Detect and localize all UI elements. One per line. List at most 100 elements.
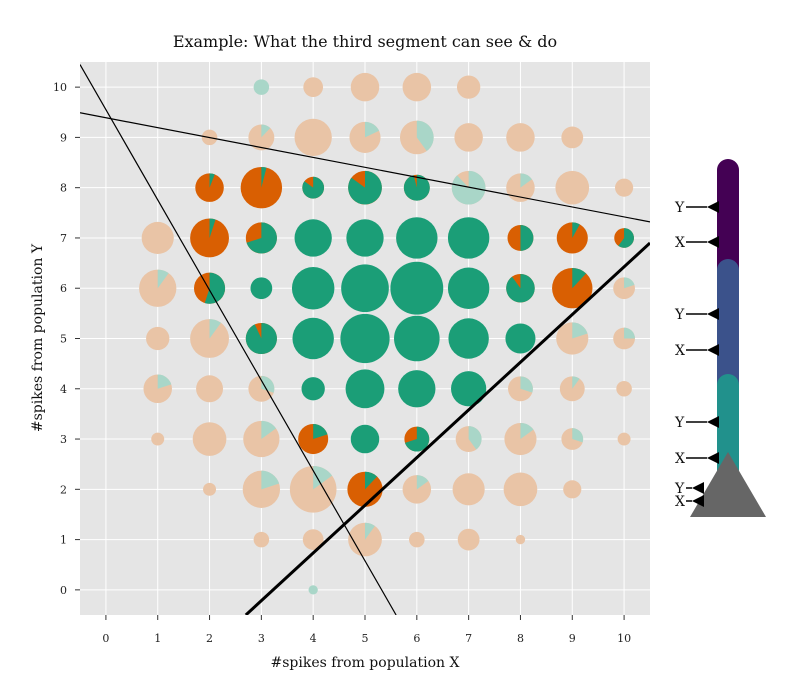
pie-point <box>505 323 536 354</box>
pie-slice-teal <box>468 426 482 450</box>
pie-point <box>350 424 380 454</box>
pie-point <box>390 261 444 315</box>
pie-point <box>347 471 383 507</box>
pie-slice-orange <box>615 178 634 197</box>
boundary-line <box>80 112 650 223</box>
synapse-label: X <box>675 235 685 251</box>
pie-slice-teal <box>313 466 333 490</box>
pie-slice-teal <box>294 219 332 257</box>
pie-slice-teal <box>348 170 382 205</box>
synapse-input: X <box>675 451 719 467</box>
pie-slice-teal <box>624 327 635 339</box>
pie-slice-orange <box>192 422 227 456</box>
synapse-input: Y <box>674 415 719 431</box>
pie-slice-teal <box>624 277 635 289</box>
pie-point <box>294 118 332 157</box>
pie-point <box>561 126 584 149</box>
synapse-arrowhead <box>707 236 719 248</box>
pie-point <box>302 529 324 550</box>
x-tick-label: 5 <box>362 632 369 645</box>
pie-point <box>340 313 390 364</box>
pie-slice-teal <box>246 222 277 254</box>
pie-slice-teal <box>301 377 325 401</box>
synapse-arrowhead <box>707 416 719 428</box>
pie-slice-orange <box>402 72 432 102</box>
synapse-arrowhead <box>707 344 719 356</box>
pie-point <box>613 277 635 300</box>
pie-slice-teal <box>572 268 587 289</box>
synapse-arrowhead <box>692 482 704 494</box>
synapse-input: X <box>675 343 719 359</box>
pie-slice-teal <box>505 323 536 354</box>
chart-title: Example: What the third segment can see … <box>173 32 557 51</box>
pie-point <box>454 123 483 152</box>
pie-point <box>508 376 533 402</box>
pie-point <box>190 218 229 258</box>
synapse-label: Y <box>674 200 685 216</box>
pie-slice-teal <box>506 273 535 303</box>
pie-slice-teal <box>520 225 534 251</box>
pie-point <box>561 428 584 450</box>
pie-slice-orange <box>303 77 324 97</box>
pie-slice-orange <box>146 326 170 351</box>
pie-point <box>248 375 275 402</box>
pie-point <box>447 267 490 309</box>
synapse-input: Y <box>674 200 719 216</box>
pie-slice-teal <box>157 269 169 289</box>
pie-slice-teal <box>261 420 277 440</box>
x-tick-label: 9 <box>569 632 576 645</box>
pie-point <box>451 371 487 407</box>
y-tick-label: 9 <box>60 131 67 144</box>
pie-slice-teal <box>365 522 375 540</box>
x-axis-ticks: 0 1 2 3 4 5 6 7 8 9 10 <box>102 615 631 645</box>
pie-slice-teal <box>308 585 318 595</box>
pie-slice-orange <box>515 534 526 545</box>
pie-slice-teal <box>340 313 390 364</box>
pie-slice-orange <box>190 218 229 258</box>
pie-point <box>303 77 324 97</box>
pie-point <box>504 422 537 456</box>
pie-point <box>196 375 224 403</box>
pie-slice-teal <box>291 266 335 310</box>
pie-point <box>292 317 334 360</box>
pie-point <box>242 470 281 508</box>
pie-slice-teal <box>245 322 277 355</box>
pie-slice-teal <box>398 370 436 408</box>
pie-point <box>506 173 535 202</box>
pie-point <box>345 369 385 409</box>
pie-slice-teal <box>365 121 380 138</box>
pie-point <box>139 269 177 307</box>
pie-point <box>243 420 280 458</box>
synapse-label: Y <box>674 481 685 497</box>
pie-slice-orange <box>552 268 593 309</box>
pie-point <box>555 170 590 205</box>
synapse-label: Y <box>674 307 685 323</box>
pie-slice-teal <box>520 422 534 440</box>
y-tick-label: 10 <box>53 81 67 94</box>
pie-slice-teal <box>572 322 588 339</box>
pie-slice-orange <box>506 123 535 152</box>
pie-point <box>245 322 277 355</box>
pie-slice-teal <box>390 261 444 315</box>
pie-point <box>457 528 480 551</box>
pie-point <box>203 482 217 496</box>
pie-slice-teal <box>209 319 221 339</box>
x-tick-label: 1 <box>154 632 161 645</box>
synapse-arrowhead <box>707 452 719 464</box>
synapse-label: X <box>675 494 685 510</box>
pie-point <box>195 173 224 202</box>
pie-slice-teal <box>416 475 429 490</box>
pie-slice-teal <box>302 176 325 199</box>
pie-slice-orange <box>190 319 229 358</box>
pie-point <box>141 221 174 255</box>
x-tick-label: 4 <box>310 632 317 645</box>
x-tick-label: 10 <box>617 632 631 645</box>
synapse-arrowhead <box>707 308 719 320</box>
pie-point <box>190 319 229 358</box>
pie-slice-teal <box>261 470 280 490</box>
pie-slice-orange <box>561 126 584 149</box>
pie-point <box>253 79 270 95</box>
x-tick-label: 6 <box>413 632 420 645</box>
pie-point <box>250 277 273 300</box>
